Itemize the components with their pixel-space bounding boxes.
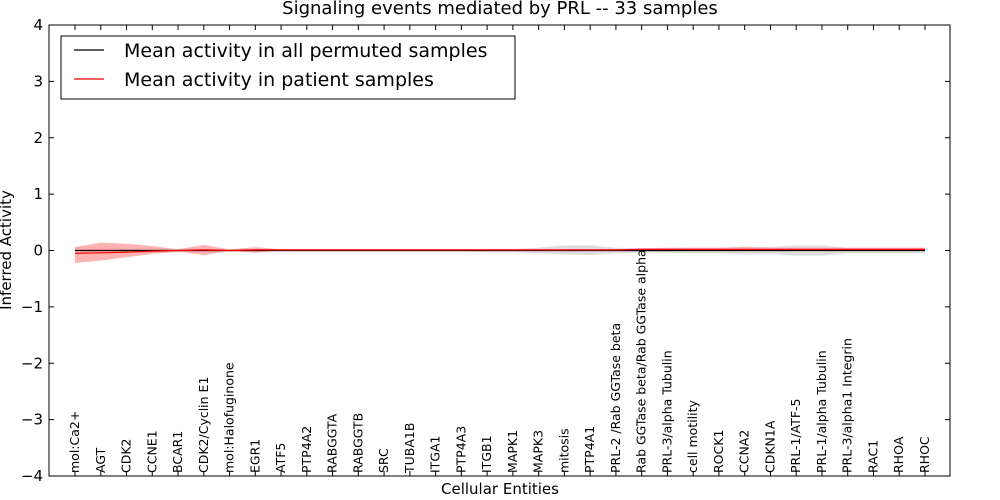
x-tick-label: BCAR1 [170, 431, 185, 473]
x-tick-label: ROCK1 [711, 430, 726, 473]
y-tick-label: −4 [21, 467, 43, 485]
x-tick-label: SRC [376, 448, 391, 473]
x-tick-label: PRL-3/alpha1 Integrin [840, 338, 855, 473]
patient-mean-line [74, 248, 925, 254]
x-tick-label: cell motility [685, 399, 700, 473]
x-tick-label: ITGA1 [428, 435, 443, 473]
y-tick-label: −3 [21, 411, 43, 429]
y-tick-label: 3 [33, 72, 43, 90]
x-tick-label: mol:Ca2+ [67, 411, 82, 473]
legend-box [60, 35, 516, 100]
x-tick-label: RABGGTB [350, 413, 365, 473]
x-tick-label: TUBA1B [402, 423, 417, 474]
x-tick-label: PRL-1/alpha Tubulin [814, 350, 829, 473]
x-tick-label: CCNA2 [737, 430, 752, 473]
x-tick-label: EGR1 [247, 439, 262, 473]
x-tick-label: Rab GGTase beta/Rab GGTase alpha [634, 249, 649, 473]
x-tick-label: PRL-2 /Rab GGTase beta [608, 323, 623, 473]
x-tick-label: ITGB1 [479, 435, 494, 473]
y-tick-label: 2 [33, 129, 43, 147]
y-tick-label: 0 [33, 242, 43, 260]
x-tick-label: MAPK3 [531, 430, 546, 473]
legend-permuted-label: Mean activity in all permuted samples [124, 40, 487, 62]
x-tick-label: CDK2/Cyclin E1 [196, 377, 211, 473]
y-tick-label: −1 [21, 298, 43, 316]
x-tick-label: ATF5 [273, 443, 288, 473]
x-tick-label: RHOC [917, 436, 932, 473]
x-tick-label: CDK2 [119, 438, 134, 473]
y-axis-label: Inferred Activity [0, 190, 15, 310]
x-tick-label: PRL-1/ATF-5 [788, 398, 803, 473]
x-tick-label: RHOA [891, 436, 906, 473]
x-tick-label: mitosis [556, 428, 571, 473]
x-tick-label: AGT [93, 447, 108, 473]
x-tick-label: mol:Halofuginone [222, 362, 237, 473]
legend-patient-label: Mean activity in patient samples [124, 69, 434, 91]
x-tick-label: CDKN1A [763, 420, 778, 473]
x-tick-label: RABGGTA [325, 413, 340, 473]
x-tick-label: PTP4A3 [453, 426, 468, 473]
y-tick-label: 4 [33, 16, 43, 34]
x-tick-label: PTP4A2 [299, 426, 314, 473]
x-tick-label: MAPK1 [505, 430, 520, 473]
y-tick-label: −2 [21, 354, 43, 372]
x-tick-label: PTP4A1 [582, 426, 597, 473]
y-tick-label: 1 [33, 185, 43, 203]
x-tick-label: CCNE1 [144, 430, 159, 473]
x-tick-label: RAC1 [866, 440, 881, 473]
x-axis-label: Cellular Entities [441, 480, 559, 498]
legend: Mean activity in all permuted samples Me… [60, 35, 516, 100]
chart-title: Signaling events mediated by PRL -- 33 s… [282, 0, 718, 19]
x-tick-label: PRL-3/alpha Tubulin [659, 350, 674, 473]
